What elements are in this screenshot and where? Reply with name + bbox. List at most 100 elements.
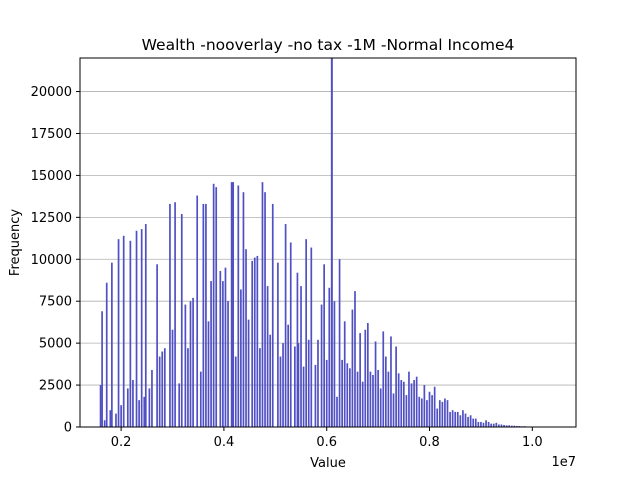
- histogram-bar: [346, 363, 349, 427]
- histogram-bar: [189, 301, 192, 427]
- histogram-bar: [237, 185, 240, 427]
- histogram-bar: [492, 423, 495, 427]
- histogram-bar: [349, 368, 351, 427]
- histogram-bar: [377, 369, 379, 427]
- histogram-bar: [364, 329, 367, 427]
- y-tick-label: 5000: [39, 337, 72, 352]
- histogram-bar: [495, 422, 498, 427]
- histogram-bar: [247, 319, 250, 427]
- histogram-bar: [505, 425, 508, 427]
- histogram-bar: [115, 413, 117, 427]
- y-tick-label: 17500: [31, 127, 72, 142]
- histogram-bar: [456, 411, 459, 427]
- histogram-bar: [148, 388, 151, 427]
- y-tick-label: 7500: [39, 295, 72, 310]
- histogram-bar: [196, 195, 199, 427]
- histogram-bar: [513, 425, 516, 427]
- y-axis-label: Frequency: [8, 209, 23, 276]
- histogram-bar: [105, 282, 108, 427]
- histogram-bar: [210, 281, 212, 427]
- histogram-bar: [297, 343, 300, 427]
- histogram-bar: [323, 264, 325, 427]
- x-axis-ticks: 0.2 0.4 0.6 0.8 1.0: [111, 427, 543, 450]
- histogram-bar: [390, 336, 392, 427]
- histogram-bar: [431, 395, 433, 427]
- histogram-bar: [503, 424, 505, 427]
- histogram-bar: [132, 380, 134, 427]
- histogram-bar: [180, 213, 183, 427]
- histogram-bar: [467, 416, 469, 427]
- y-tick-label: 12500: [31, 211, 72, 226]
- histogram-bar: [469, 415, 472, 427]
- histogram-bar: [261, 182, 264, 427]
- histogram-bar: [224, 267, 227, 427]
- histogram-bar: [472, 418, 475, 427]
- histogram-bar: [103, 420, 106, 427]
- y-axis-ticks: 0 2500 5000 7500 10000 12500 15000 17500 20000: [31, 85, 80, 436]
- histogram-bar: [109, 410, 112, 427]
- histogram-bar: [256, 255, 259, 427]
- histogram-bar: [277, 262, 279, 427]
- histogram-bar: [487, 421, 490, 427]
- histogram-bar: [171, 329, 174, 427]
- histogram-bar: [314, 364, 317, 427]
- histogram-bar: [441, 401, 444, 427]
- histogram-bar: [384, 356, 387, 427]
- histogram-bar: [490, 423, 493, 427]
- histogram-bar: [302, 366, 305, 427]
- bars-group: [99, 58, 554, 427]
- histogram-bar: [271, 203, 274, 427]
- histogram-bar: [356, 371, 359, 427]
- histogram-bar: [269, 334, 272, 427]
- x-tick-label: 0.4: [214, 435, 235, 450]
- histogram-bar: [138, 400, 140, 427]
- histogram-bar: [307, 339, 310, 427]
- histogram-bar: [510, 425, 513, 427]
- chart-title: Wealth -nooverlay -no tax -1M -Normal In…: [142, 36, 515, 54]
- histogram-bar: [161, 351, 164, 427]
- histogram-bar: [251, 260, 254, 427]
- histogram-bar: [387, 371, 390, 427]
- histogram-bar: [415, 376, 418, 427]
- histogram-bar: [242, 192, 245, 427]
- x-tick-label: 0.6: [316, 435, 337, 450]
- histogram-bar: [423, 385, 426, 427]
- histogram-bar: [333, 301, 336, 427]
- histogram-bar: [129, 240, 132, 427]
- histogram-bar: [174, 202, 176, 427]
- histogram-bar: [178, 383, 181, 427]
- histogram-bar: [305, 239, 308, 427]
- histogram-bar: [343, 321, 346, 427]
- histogram-bar: [222, 281, 224, 427]
- histogram-bar: [480, 421, 482, 427]
- histogram-bar: [382, 331, 385, 427]
- histogram-bar: [464, 413, 467, 427]
- histogram-bar: [212, 183, 215, 427]
- histogram-bar: [230, 182, 233, 427]
- histogram-bar: [397, 373, 400, 427]
- histogram-bar: [485, 420, 487, 427]
- histogram-bar: [192, 297, 194, 427]
- histogram-bar: [426, 400, 428, 427]
- histogram-bar: [451, 410, 454, 427]
- histogram-bar: [163, 348, 166, 427]
- histogram-bar: [446, 400, 449, 427]
- histogram-bar: [444, 398, 446, 427]
- histogram-bar: [253, 257, 256, 427]
- histogram-bar: [207, 321, 210, 427]
- histogram-bar: [143, 396, 146, 427]
- histogram-bar: [219, 271, 222, 427]
- histogram-bar: [140, 229, 143, 427]
- histogram-bar: [266, 286, 269, 427]
- histogram-bar: [215, 187, 218, 427]
- histogram-bar: [117, 239, 120, 427]
- histogram-bar: [474, 418, 477, 427]
- histogram-bar: [372, 375, 374, 427]
- histogram-bar: [264, 192, 266, 427]
- histogram-bar: [317, 339, 319, 427]
- histogram-bar: [402, 381, 405, 427]
- histogram-bar: [126, 388, 129, 427]
- histogram-bar: [454, 411, 457, 427]
